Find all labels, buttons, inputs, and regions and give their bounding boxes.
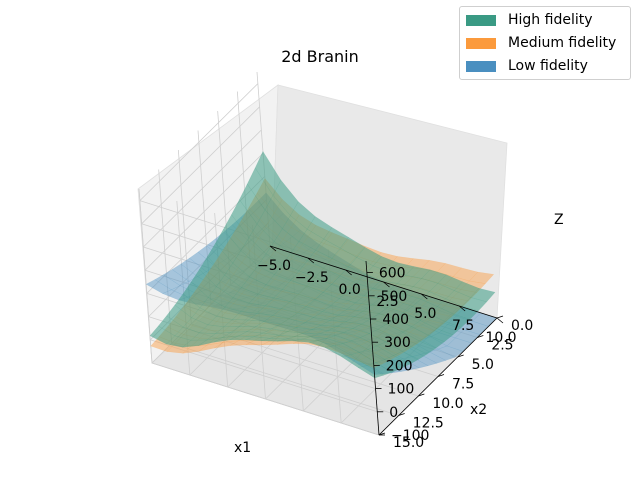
x1-tick — [269, 245, 277, 252]
x1-tick — [421, 293, 428, 300]
legend-label-low: Low fidelity — [508, 58, 588, 74]
x1-tick-label: 0.0 — [339, 282, 361, 298]
grid-line-x2-wall — [138, 188, 153, 364]
x1-tick — [458, 305, 466, 312]
z-axis-line — [365, 260, 380, 436]
grid-line-z-left — [139, 83, 259, 201]
surface-facet — [198, 342, 223, 352]
z-tick-label: 400 — [382, 312, 409, 328]
grid-line-z-left — [144, 152, 264, 271]
x2-tick — [496, 315, 504, 319]
x2-tick-label: 5.0 — [472, 357, 494, 373]
x2-tick — [418, 393, 425, 397]
surface-facet — [437, 345, 464, 358]
x1-tick-label: −5.0 — [257, 258, 291, 274]
surface-facet — [154, 274, 181, 290]
x-axis-label: x1 — [234, 440, 251, 456]
z-tick-label: 100 — [388, 382, 415, 398]
x2-tick — [398, 413, 405, 416]
axis-lines — [269, 245, 504, 436]
x2-tick-label: 10.0 — [432, 396, 463, 412]
x1-tick-label: −2.5 — [295, 270, 329, 286]
x2-tick — [457, 354, 464, 358]
legend: High fidelity Medium fidelity Low fideli… — [459, 6, 631, 80]
surface-facet — [436, 263, 462, 277]
surface-facet — [171, 263, 198, 282]
legend-label-medium: Medium fidelity — [508, 35, 617, 51]
z-tick-label: 0 — [389, 405, 398, 421]
y-axis-label: x2 — [470, 402, 487, 418]
legend-item-high-fidelity: High fidelity — [466, 10, 593, 30]
x2-tick — [437, 374, 445, 377]
grid-line-z-left — [143, 129, 262, 248]
x2-tick-label: 12.5 — [413, 416, 444, 432]
legend-swatch-high — [466, 14, 496, 26]
z-axis-label: Z — [554, 212, 564, 228]
z-tick-label: −100 — [391, 428, 429, 444]
chart-title: 2d Branin — [281, 47, 359, 66]
surface-facet — [428, 348, 456, 361]
surfaces — [145, 150, 498, 379]
grid-line-z-left — [141, 106, 260, 225]
x1-tick-label: 10.0 — [485, 330, 516, 346]
x1-tick-label: 2.5 — [376, 294, 398, 310]
surface-facet — [468, 271, 495, 284]
surface-high-fidelity — [149, 150, 496, 379]
surface-facet — [163, 269, 190, 286]
grid-line-x2-floor — [171, 343, 399, 416]
x2-tick — [477, 335, 484, 338]
legend-item-medium-fidelity: Medium fidelity — [466, 33, 616, 53]
x2-tick-label: 2.5 — [491, 338, 513, 354]
z-tick-label: 600 — [379, 266, 406, 282]
x2-tick-label: 0.0 — [511, 318, 533, 334]
x1-tick — [496, 317, 504, 324]
z-tick-label: 200 — [386, 358, 413, 374]
x1-tick — [383, 281, 390, 288]
grid-line-z-right — [150, 339, 378, 413]
surface-facet — [182, 344, 208, 354]
surface-facet — [452, 267, 479, 282]
legend-label-high: High fidelity — [508, 12, 593, 28]
x1-tick-label: 7.5 — [452, 318, 474, 334]
x1-tick-label: 5.0 — [414, 306, 436, 322]
legend-swatch-low — [466, 60, 496, 72]
z-tick-label: 500 — [381, 289, 408, 305]
x1-tick — [345, 269, 352, 276]
surface-facet — [214, 340, 239, 349]
x1-tick — [307, 257, 315, 264]
x2-tick-label: 7.5 — [452, 377, 474, 393]
surface-facet — [229, 340, 255, 346]
grid-line-z-right — [151, 362, 380, 436]
x2-tick-label: 15.0 — [393, 435, 424, 451]
surface-facet — [145, 279, 172, 294]
tick-labels: −5.0−2.50.02.55.07.510.00.02.55.07.510.0… — [257, 258, 533, 451]
z-tick-label: 300 — [384, 335, 411, 351]
legend-item-low-fidelity: Low fidelity — [466, 56, 588, 76]
legend-swatch-medium — [466, 37, 496, 49]
